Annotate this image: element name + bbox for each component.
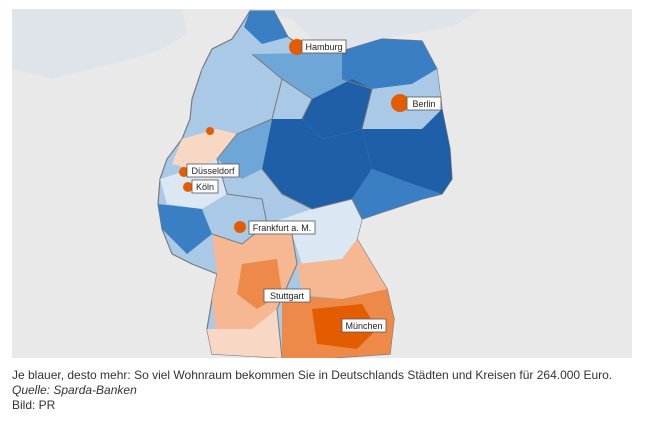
city-label-koeln: Köln (191, 179, 219, 194)
city-label-text: Stuttgart (270, 291, 305, 301)
city-label-hamburg: Hamburg (301, 39, 347, 54)
region-thuringia (262, 119, 372, 209)
border-line (351, 198, 363, 220)
region-saxony-anhalt (302, 79, 372, 139)
region-nrw-north (172, 129, 237, 169)
duesseldorf-hotspot (179, 167, 189, 177)
city-label-muenchen: München (341, 318, 387, 333)
city-label-frankfurt: Frankfurt a. M. (248, 220, 316, 235)
city-label-text: München (345, 321, 382, 331)
city-label-text: Düsseldorf (191, 166, 235, 176)
city-label-text: Frankfurt a. M. (253, 223, 312, 233)
border-line (281, 78, 313, 120)
city-label-berlin: Berlin (406, 96, 442, 111)
region-mecklenburg (342, 39, 437, 89)
caption-text: Je blauer, desto mehr: So viel Wohnraum … (12, 368, 613, 382)
border-line (341, 78, 373, 130)
west-hotspot (206, 127, 214, 135)
region-brandenburg-south (362, 109, 452, 194)
border-line (276, 263, 298, 358)
region-lower-saxony-west (197, 54, 282, 134)
berlin-hotspot (391, 94, 409, 112)
region-saxony (352, 169, 442, 219)
baltic-sea (242, 9, 482, 49)
city-label-duesseldorf: Düsseldorf (186, 163, 240, 178)
city-label-stuttgart: Stuttgart (263, 288, 311, 303)
map-svg: Hamburg Berlin Düsseldorf Köln Frankfurt… (12, 9, 632, 358)
region-north-tip (244, 11, 288, 44)
city-label-text: Berlin (412, 99, 435, 109)
image-credit: Bild: PR (12, 398, 56, 412)
region-schleswig (252, 51, 352, 99)
city-label-text: Hamburg (305, 42, 342, 52)
germany-housing-map: Hamburg Berlin Düsseldorf Köln Frankfurt… (12, 9, 632, 358)
region-rhineland (158, 204, 212, 254)
frankfurt-hotspot (234, 221, 246, 233)
caption-source: Quelle: Sparda-Banken (12, 383, 137, 397)
region-black-forest (207, 309, 282, 358)
border-line (216, 118, 273, 160)
border-line (261, 168, 353, 210)
koeln-hotspot (183, 182, 193, 192)
image-caption: Je blauer, desto mehr: So viel Wohnraum … (12, 368, 632, 413)
north-sea (12, 9, 187, 79)
region-bavaria-central (297, 239, 387, 299)
hamburg-hotspot (289, 39, 305, 55)
city-label-text: Köln (196, 182, 214, 192)
